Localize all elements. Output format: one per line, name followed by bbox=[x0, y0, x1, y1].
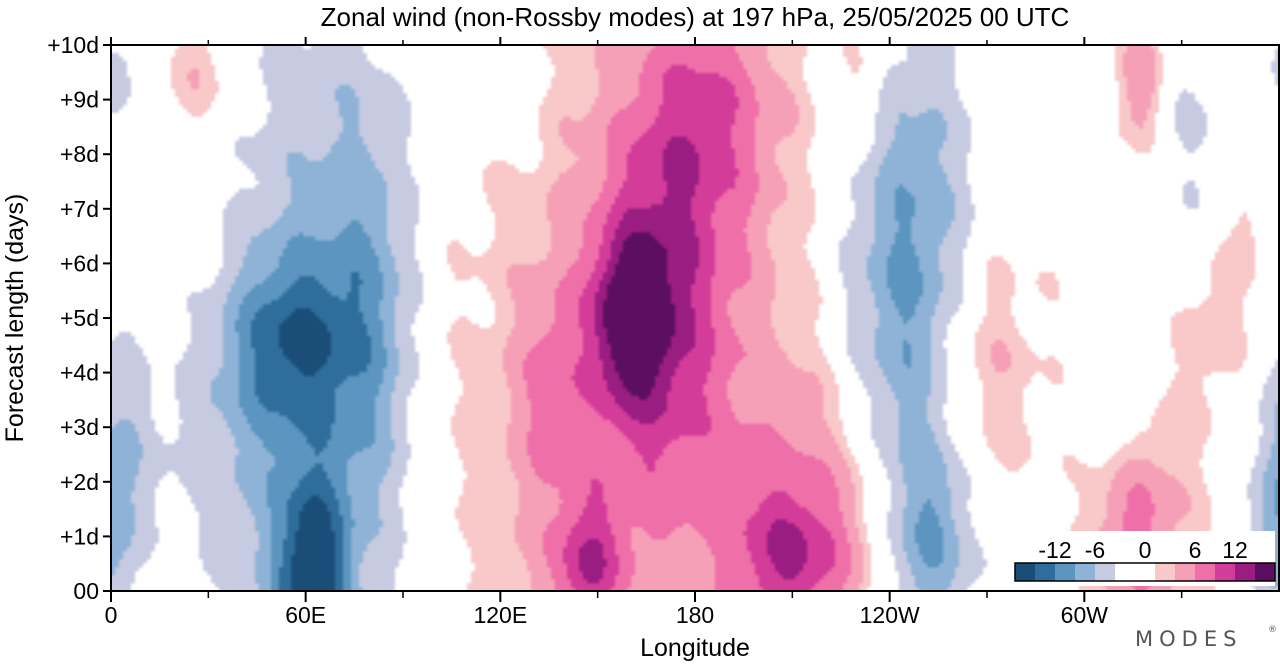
x-tick-label: 60W bbox=[1061, 602, 1109, 628]
brand-text: MODES bbox=[1135, 627, 1242, 651]
x-tick-label: 0 bbox=[105, 602, 118, 628]
colorbar-frame bbox=[1014, 562, 1276, 582]
x-tick-label: 120W bbox=[860, 602, 920, 628]
x-axis: 0 60E 120E 180 120W 60W bbox=[105, 37, 1183, 628]
colorbar-swatch bbox=[1175, 563, 1196, 581]
colorbar-swatch bbox=[1235, 563, 1256, 581]
colorbar-tick-label: 6 bbox=[1189, 537, 1202, 563]
y-tick-label: +9d bbox=[60, 87, 99, 113]
plot-area bbox=[111, 45, 1279, 591]
colorbar-swatches bbox=[1014, 562, 1276, 582]
colorbar-swatch bbox=[1115, 563, 1136, 581]
colorbar-tick-label: 12 bbox=[1222, 537, 1248, 563]
colorbar-swatch bbox=[1055, 563, 1076, 581]
colorbar-tick-label: -6 bbox=[1085, 537, 1105, 563]
colorbar-swatch bbox=[1215, 563, 1236, 581]
colorbar-labels: -12 -6 0 6 12 bbox=[1038, 537, 1247, 563]
colorbar-swatch bbox=[1015, 563, 1036, 581]
y-tick-label: +5d bbox=[60, 305, 99, 331]
x-tick-label: 180 bbox=[676, 602, 714, 628]
colorbar-tick-label: -12 bbox=[1038, 537, 1071, 563]
colorbar-swatch bbox=[1255, 563, 1276, 581]
brand-logo: MODES ® bbox=[1135, 625, 1277, 651]
y-axis: 00 +1d +2d +3d +4d +5d +6d +7d +8d +9d +10d bbox=[47, 32, 1280, 604]
y-tick-label: +1d bbox=[60, 523, 99, 549]
x-tick-label: 120E bbox=[473, 602, 527, 628]
y-tick-label: +6d bbox=[60, 250, 99, 276]
y-tick-label: +10d bbox=[47, 32, 99, 58]
y-tick-label: +8d bbox=[60, 141, 99, 167]
brand-registered-mark: ® bbox=[1268, 625, 1277, 635]
zonal-wind-field bbox=[111, 45, 1279, 591]
colorbar-swatch bbox=[1035, 563, 1056, 581]
y-tick-label: 00 bbox=[73, 578, 99, 604]
colorbar-swatch bbox=[1195, 563, 1216, 581]
colorbar-swatch bbox=[1155, 563, 1176, 581]
chart-title: Zonal wind (non-Rossby modes) at 197 hPa… bbox=[321, 2, 1070, 32]
colorbar-tick-label: 0 bbox=[1139, 537, 1152, 563]
y-tick-label: +7d bbox=[60, 196, 99, 222]
x-axis-label: Longitude bbox=[640, 634, 750, 662]
y-tick-label: +3d bbox=[60, 414, 99, 440]
x-tick-label: 60E bbox=[285, 602, 326, 628]
colorbar-swatch bbox=[1135, 563, 1156, 581]
colorbar-swatch bbox=[1095, 563, 1116, 581]
y-tick-label: +2d bbox=[60, 469, 99, 495]
y-axis-label: Forecast length (days) bbox=[1, 194, 29, 443]
y-tick-label: +4d bbox=[60, 360, 99, 386]
colorbar-swatch bbox=[1075, 563, 1096, 581]
colorbar-legend: -12 -6 0 6 12 bbox=[1010, 531, 1276, 586]
